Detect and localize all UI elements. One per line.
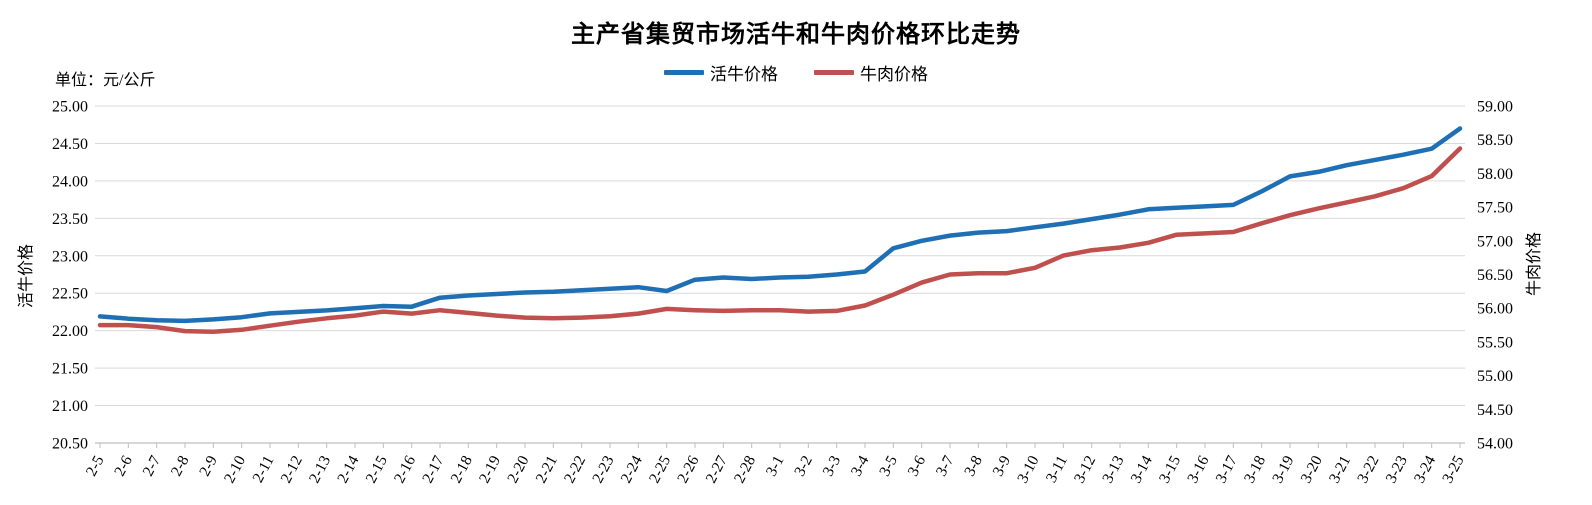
y-left-tick-label: 21.00 [52, 398, 88, 415]
x-tick-label: 2-6 [111, 453, 136, 479]
x-tick-label: 2-28 [731, 453, 759, 486]
live-cattle-line-swatch [664, 70, 704, 75]
legend-item-beef[interactable]: 牛肉价格 [814, 60, 928, 85]
x-tick-label: 3-24 [1411, 453, 1439, 486]
x-tick-label: 2-25 [646, 453, 674, 486]
y-right-tick-label: 56.00 [1477, 301, 1513, 318]
y-right-tick-label: 57.50 [1477, 200, 1513, 217]
x-tick-label: 2-13 [306, 453, 334, 486]
left-axis-title: 活牛价格 [18, 244, 35, 309]
x-tick-label: 2-20 [504, 453, 532, 486]
y-left-tick-label: 23.50 [52, 211, 88, 228]
x-tick-label: 3-1 [763, 453, 788, 479]
x-tick-label: 3-3 [819, 453, 844, 479]
x-tick-label: 2-18 [448, 453, 476, 486]
x-tick-label: 3-5 [876, 453, 901, 479]
y-left-tick-label: 22.50 [52, 286, 88, 303]
x-tick-label: 3-12 [1071, 453, 1099, 486]
y-right-tick-label: 57.00 [1477, 233, 1513, 250]
x-tick-label: 2-26 [674, 453, 702, 486]
y-right-tick-label: 58.50 [1477, 132, 1513, 149]
y-left-tick-label: 25.00 [52, 99, 88, 116]
unit-label: 单位：元/公斤 [55, 72, 156, 89]
x-tick-label: 3-15 [1156, 453, 1184, 486]
x-tick-label: 3-8 [961, 453, 986, 479]
x-tick-label: 3-19 [1269, 453, 1297, 486]
beef-line-swatch [814, 70, 854, 75]
x-tick-label: 3-4 [848, 453, 873, 479]
x-tick-label: 3-7 [933, 453, 958, 479]
x-tick-label: 2-15 [363, 453, 391, 486]
x-tick-label: 2-9 [196, 453, 221, 479]
y-right-tick-label: 54.00 [1477, 436, 1513, 453]
x-tick-label: 2-17 [419, 453, 447, 486]
right-axis-title: 牛肉价格 [1526, 232, 1543, 297]
x-tick-label: 3-13 [1099, 453, 1127, 486]
x-tick-label: 2-8 [168, 453, 193, 479]
legend-label-beef: 牛肉价格 [860, 65, 928, 84]
x-tick-label: 2-10 [221, 453, 249, 486]
x-tick-label: 2-27 [703, 453, 731, 486]
x-tick-label: 3-16 [1184, 453, 1212, 486]
y-right-tick-label: 55.00 [1477, 368, 1513, 385]
y-left-tick-label: 21.50 [52, 361, 88, 378]
x-tick-label: 2-16 [391, 453, 419, 486]
x-tick-label: 2-7 [139, 453, 164, 479]
y-left-tick-label: 22.00 [52, 323, 88, 340]
x-tick-label: 3-2 [791, 453, 816, 479]
x-tick-label: 3-6 [904, 453, 929, 479]
x-tick-label: 3-25 [1439, 453, 1467, 486]
y-right-tick-label: 56.50 [1477, 267, 1513, 284]
y-right-tick-label: 58.00 [1477, 166, 1513, 183]
y-left-tick-label: 20.50 [52, 436, 88, 453]
x-tick-label: 2-11 [249, 453, 277, 486]
x-tick-label: 2-24 [618, 453, 646, 486]
x-tick-label: 3-17 [1213, 453, 1241, 486]
y-right-tick-label: 54.50 [1477, 402, 1513, 419]
beef-price-line [97, 146, 1463, 335]
x-tick-label: 2-22 [561, 453, 589, 486]
chart-title: 主产省集贸市场活牛和牛肉价格环比走势 [571, 22, 1021, 48]
x-tick-label: 3-23 [1383, 453, 1411, 486]
x-tick-label: 3-20 [1298, 453, 1326, 486]
x-tick-label: 2-14 [334, 453, 362, 486]
y-right-tick-label: 55.50 [1477, 334, 1513, 351]
x-tick-label: 3-18 [1241, 453, 1269, 486]
x-tick-label: 2-12 [278, 453, 306, 486]
y-left-tick-label: 23.00 [52, 248, 88, 265]
x-tick-label: 2-5 [83, 453, 108, 479]
legend-label-live-cattle: 活牛价格 [710, 65, 778, 84]
y-right-tick-label: 59.00 [1477, 99, 1513, 116]
x-tick-label: 3-10 [1014, 453, 1042, 486]
legend-item-live-cattle[interactable]: 活牛价格 [664, 60, 778, 85]
x-tick-label: 2-23 [589, 453, 617, 486]
x-tick-label: 2-21 [533, 453, 561, 486]
x-tick-label: 3-9 [989, 453, 1014, 479]
x-tick-label: 3-21 [1326, 453, 1354, 486]
x-tick-label: 2-19 [476, 453, 504, 486]
x-tick-label: 3-22 [1354, 453, 1382, 486]
x-tick-label: 3-14 [1128, 453, 1156, 486]
live-cattle-price-line [97, 126, 1463, 324]
x-tick-label: 3-11 [1043, 453, 1071, 486]
y-left-tick-label: 24.00 [52, 173, 88, 190]
y-left-tick-label: 24.50 [52, 136, 88, 153]
legend: 活牛价格 牛肉价格 [0, 60, 1592, 85]
